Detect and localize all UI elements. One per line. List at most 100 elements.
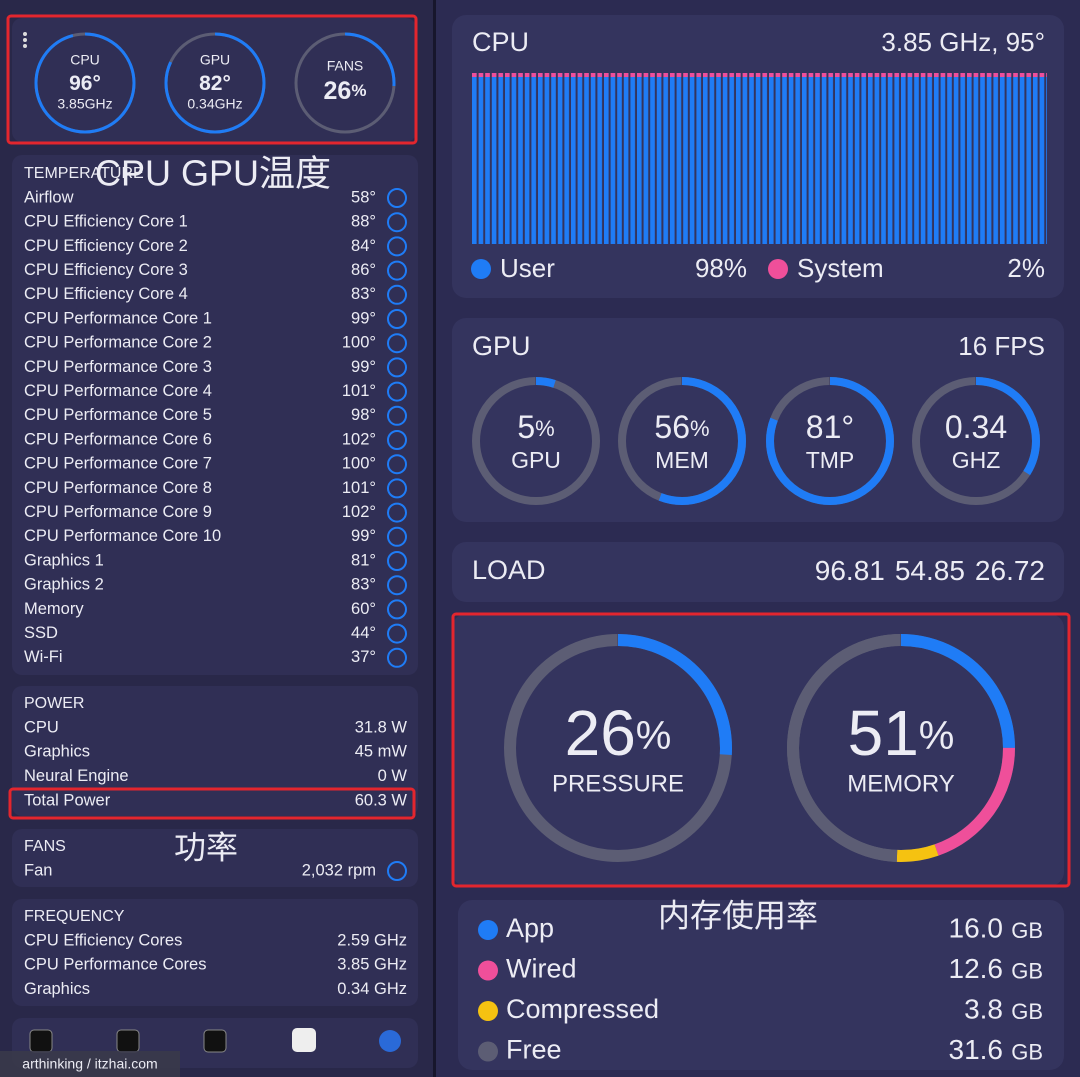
gauge-value: 96° (69, 72, 101, 95)
status-ring (387, 284, 407, 305)
gauge-arc (294, 32, 396, 134)
status-ring (387, 430, 407, 450)
label: Airflow (24, 188, 74, 206)
status-ring (387, 333, 407, 354)
label: Free (506, 1035, 562, 1065)
label: CPU Performance Core 8 (24, 479, 212, 497)
label: GPU (511, 447, 561, 473)
value: 51 (848, 697, 919, 769)
label: CPU Efficiency Core 3 (24, 261, 188, 279)
status-ring (387, 623, 407, 644)
label: PRESSURE (552, 770, 684, 797)
value: 5 (517, 409, 535, 445)
value: 101° (342, 479, 376, 497)
label: Graphics (24, 980, 90, 998)
gauge-arc (504, 634, 732, 862)
value: 2.59 GHz (337, 931, 407, 949)
label: CPU Performance Core 3 (24, 358, 212, 376)
label: CPU Efficiency Core 1 (24, 213, 188, 231)
value: 98° (351, 406, 376, 424)
label: Fan (24, 861, 52, 879)
legend-dot (768, 259, 788, 279)
value: 3.85 GHz (337, 956, 407, 974)
gauge-arc (787, 634, 1015, 862)
status-ring (387, 381, 407, 402)
status-ring (387, 599, 407, 620)
label: Wi-Fi (24, 648, 62, 666)
annotation: 内存使用率 (658, 897, 818, 933)
card (12, 686, 418, 816)
value: 60° (351, 600, 376, 618)
unit: % (919, 714, 955, 758)
card (12, 829, 418, 887)
legend-dot (478, 1001, 498, 1021)
label: Graphics (24, 743, 90, 761)
cpu-history (472, 73, 1047, 244)
value: 82 (199, 72, 222, 95)
highlight-boxes (6, 14, 1071, 888)
label: Graphics 1 (24, 551, 104, 569)
label: System (797, 253, 884, 283)
unit: GB (1011, 918, 1043, 943)
unit: GB (1011, 999, 1043, 1024)
label: CPU (24, 718, 59, 736)
label: CPU Performance Core 7 (24, 455, 212, 473)
value: 100° (342, 334, 376, 352)
unit: ° (841, 409, 854, 445)
value: 44° (351, 624, 376, 642)
unit: % (535, 416, 555, 441)
section-title: POWER (24, 695, 84, 712)
label: CPU Performance Cores (24, 956, 206, 974)
label: App (506, 913, 554, 943)
label: CPU Performance Core 4 (24, 382, 212, 400)
value: 99° (351, 309, 376, 327)
menu-dots (23, 32, 27, 48)
label: FANS (327, 58, 364, 74)
label: Total Power (24, 791, 111, 809)
unit: ° (92, 72, 100, 95)
label: CPU Performance Core 10 (24, 527, 221, 545)
value: 81 (806, 409, 842, 445)
card (452, 318, 1064, 522)
value: 100° (342, 455, 376, 473)
label: CPU Efficiency Core 4 (24, 285, 188, 303)
unit: % (690, 416, 710, 441)
gauge-value: 82° (199, 72, 231, 95)
value: 26 (565, 697, 636, 769)
status-ring (387, 260, 407, 281)
status-ring (387, 454, 407, 475)
unit: GB (1011, 958, 1043, 983)
label: Graphics 2 (24, 576, 104, 594)
value: 81° (351, 551, 376, 569)
value: 58° (351, 188, 376, 206)
legend-dot (478, 960, 498, 981)
label: CPU Performance Core 5 (24, 406, 212, 424)
watermark: arthinking / itzhai.com (22, 1056, 157, 1072)
status-ring (387, 212, 407, 233)
fps: 16 FPS (958, 331, 1045, 361)
gauge-arc (34, 32, 136, 134)
value: 37° (351, 648, 376, 666)
load-values: 96.81 54.85 26.72 (815, 555, 1045, 586)
status-ring (387, 647, 407, 668)
label: CPU Performance Core 1 (24, 309, 212, 327)
value: 86° (351, 261, 376, 279)
legend-dot (478, 1041, 498, 1062)
value: 98% (695, 253, 747, 283)
gauge-arc (472, 377, 600, 505)
value: 96 (69, 72, 92, 95)
status-ring (387, 478, 407, 499)
label: Compressed (506, 994, 659, 1024)
status-ring (387, 309, 407, 329)
dock-icons (29, 1028, 401, 1053)
summary: 3.85 GHz, 95° (881, 27, 1045, 57)
section-title: FANS (24, 838, 66, 855)
card (452, 542, 1064, 602)
status-ring (387, 551, 407, 571)
label: CPU Performance Core 6 (24, 430, 212, 448)
card-title: CPU (472, 27, 529, 57)
section-title: TEMPERATURE (24, 165, 144, 182)
gauge-arc (164, 32, 266, 134)
status-ring (387, 502, 407, 523)
